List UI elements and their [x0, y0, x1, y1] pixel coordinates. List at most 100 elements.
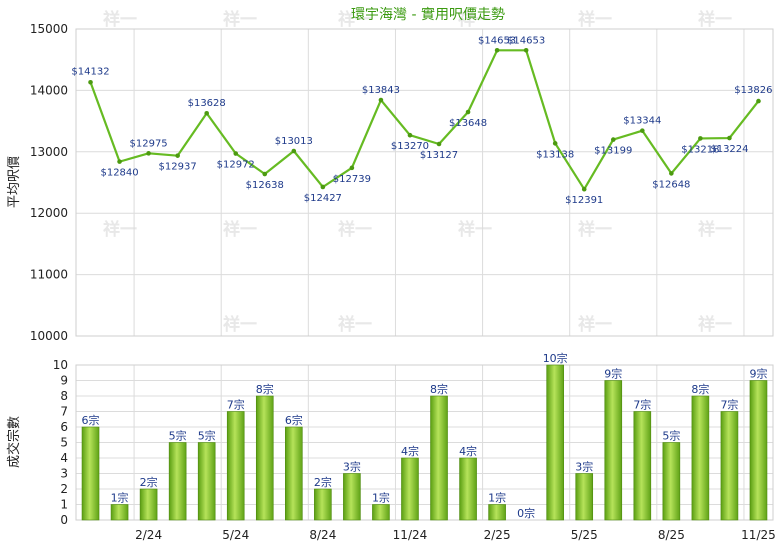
price-tick-label: 12000	[30, 206, 68, 220]
volume-data-label: 7宗	[227, 398, 245, 412]
volume-data-label: 7宗	[633, 398, 651, 412]
watermark-text: 祥一	[338, 314, 372, 335]
price-point	[669, 171, 674, 176]
volume-bar	[285, 426, 303, 521]
volume-bar	[662, 442, 681, 521]
price-data-label: $12638	[246, 180, 284, 191]
volume-bar	[110, 504, 129, 521]
price-point	[523, 48, 529, 53]
volume-data-label: 9宗	[749, 367, 767, 381]
price-data-label: $13013	[275, 136, 313, 147]
price-data-label: $13648	[449, 118, 487, 129]
watermark-text: 祥一	[698, 219, 732, 240]
volume-data-label: 8宗	[256, 382, 274, 396]
volume-bar	[488, 504, 506, 521]
price-point	[320, 184, 326, 190]
volume-data-label: 5宗	[169, 429, 187, 443]
volume-data-label: 0宗	[517, 506, 535, 520]
price-point	[407, 132, 413, 138]
price-data-label: $12739	[333, 174, 371, 185]
volume-data-label: 2宗	[140, 475, 158, 489]
volume-bar	[314, 488, 332, 521]
volume-bar	[255, 395, 274, 521]
price-data-label: $13199	[594, 146, 632, 157]
data-labels: 6宗 1宗 2宗 5宗 5宗 7宗 8宗 6宗 2宗 3宗 1宗 4宗 8宗 4宗 1宗 0宗 10宗 3宗 9宗 7…	[71, 35, 772, 520]
volume-bars	[81, 364, 768, 521]
volume-bar	[691, 395, 710, 521]
price-point	[88, 79, 93, 85]
price-data-label: $12840	[100, 168, 138, 179]
price-point	[610, 137, 616, 142]
watermark-text: 祥一	[698, 314, 732, 335]
volume-bar	[139, 488, 158, 521]
price-point	[233, 151, 239, 156]
volume-data-label: 6宗	[285, 413, 303, 427]
volume-tick-label: 2	[60, 482, 68, 496]
price-data-label: $12648	[652, 179, 690, 190]
price-point	[727, 135, 732, 141]
price-data-label: $14132	[71, 66, 109, 77]
volume-tick-label: 3	[60, 467, 68, 481]
watermark-text: 祥一	[578, 9, 612, 30]
price-tick-label: 13000	[30, 145, 68, 159]
volume-bar	[197, 442, 216, 521]
volume-bar	[459, 457, 477, 521]
x-tick-label: 8/25	[658, 528, 685, 542]
volume-bar	[372, 504, 390, 521]
watermark-text: 祥一	[103, 9, 137, 30]
x-tick-label: 8/24	[309, 528, 336, 542]
price-point	[175, 153, 180, 158]
volume-bar	[633, 411, 652, 521]
volume-data-label: 1宗	[488, 491, 506, 505]
x-tick-label: 2/24	[135, 528, 162, 542]
x-tick-label: 11/25	[741, 528, 776, 542]
volume-bar	[168, 442, 187, 521]
price-tick-label: 11000	[30, 268, 68, 282]
volume-data-label: 3宗	[575, 460, 593, 474]
price-data-label: $12427	[304, 193, 342, 204]
x-tick-label: 11/24	[393, 528, 428, 542]
price-tick-label: 15000	[30, 22, 68, 36]
price-point	[698, 136, 703, 141]
price-point	[146, 151, 151, 156]
volume-data-label: 8宗	[691, 382, 709, 396]
volume-data-label: 10宗	[543, 351, 568, 365]
volume-axis-title: 成交宗數	[6, 416, 22, 468]
volume-bar	[343, 473, 361, 521]
price-point	[552, 141, 558, 146]
volume-data-label: 5宗	[662, 429, 680, 443]
price-point	[756, 98, 761, 104]
volume-data-label: 4宗	[401, 444, 419, 458]
price-data-label: $12972	[217, 160, 255, 171]
volume-tick-label: 7	[60, 405, 68, 419]
grid-layer	[76, 29, 773, 520]
chart-title: 環宇海灣 - 實用呎價走勢	[351, 6, 505, 23]
volume-data-label: 4宗	[459, 444, 477, 458]
volume-data-label: 3宗	[343, 460, 361, 474]
price-point	[291, 148, 297, 154]
volume-tick-label: 8	[60, 389, 68, 403]
watermark-text: 祥一	[698, 9, 732, 30]
price-line	[88, 48, 761, 192]
price-data-label: $13138	[536, 149, 574, 160]
price-data-label: $13218	[681, 144, 719, 155]
watermark-text: 祥一	[578, 219, 612, 240]
volume-tick-label: 5	[60, 436, 68, 450]
volume-tick-label: 1	[60, 498, 68, 512]
volume-data-label: 9宗	[604, 367, 622, 381]
price-data-label: $14653	[507, 35, 545, 46]
volume-bar	[749, 380, 768, 521]
volume-bar	[575, 473, 594, 521]
price-data-label: $13270	[391, 141, 429, 152]
watermark-text: 祥一	[223, 219, 257, 240]
watermark-text: 祥一	[338, 9, 372, 30]
volume-data-label: 1宗	[111, 491, 129, 505]
price-data-label: $13344	[623, 116, 661, 127]
x-tick-label: 5/24	[222, 528, 249, 542]
price-point	[436, 141, 442, 147]
price-tick-label: 10000	[30, 329, 68, 343]
price-point	[581, 186, 587, 192]
